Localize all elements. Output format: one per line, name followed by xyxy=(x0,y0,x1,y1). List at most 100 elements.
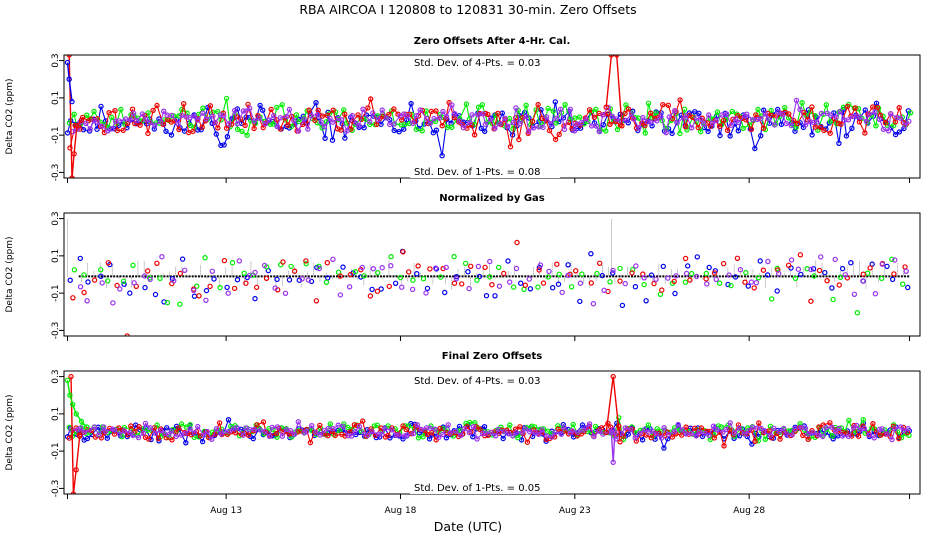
data-point xyxy=(396,432,402,438)
data-point xyxy=(373,121,380,128)
data-point xyxy=(420,434,426,440)
data-point xyxy=(215,125,221,131)
data-point xyxy=(653,110,659,116)
data-point xyxy=(217,284,223,291)
baseline-marker xyxy=(769,275,772,278)
data-point xyxy=(742,279,748,285)
x-tick-label: Aug 13 xyxy=(210,506,242,516)
data-point xyxy=(512,426,519,432)
data-point xyxy=(351,422,358,428)
baseline-marker xyxy=(163,275,166,278)
data-point xyxy=(137,122,143,128)
data-point xyxy=(513,105,519,111)
data-point xyxy=(521,286,527,293)
data-point xyxy=(792,275,799,282)
spike-point xyxy=(64,377,71,383)
data-point xyxy=(112,107,118,114)
data-point xyxy=(902,122,908,128)
annotation-bg xyxy=(410,56,560,69)
data-point xyxy=(438,274,444,280)
baseline-marker xyxy=(725,275,728,278)
baseline-marker xyxy=(128,275,131,278)
data-point xyxy=(384,115,390,121)
baseline-marker xyxy=(816,275,819,278)
data-point xyxy=(164,299,171,306)
baseline-marker xyxy=(856,275,859,278)
baseline-marker xyxy=(445,275,448,278)
data-point xyxy=(353,120,359,126)
data-point xyxy=(536,431,542,437)
data-point xyxy=(619,302,626,309)
data-point xyxy=(410,277,416,283)
baseline-marker xyxy=(464,275,467,278)
data-point xyxy=(203,116,210,122)
data-point xyxy=(99,280,105,286)
data-point xyxy=(531,424,538,430)
data-point xyxy=(616,415,622,421)
baseline-marker xyxy=(223,275,226,278)
data-point xyxy=(319,113,326,119)
data-point xyxy=(757,258,763,264)
baseline-marker xyxy=(169,275,172,278)
data-point xyxy=(837,108,843,115)
data-point xyxy=(727,133,733,139)
data-point xyxy=(251,125,257,132)
data-point xyxy=(404,113,410,119)
baseline-marker xyxy=(132,275,135,278)
data-point xyxy=(892,426,898,432)
data-point xyxy=(140,430,146,436)
baseline-marker xyxy=(791,275,794,278)
data-point xyxy=(810,430,817,436)
data-point xyxy=(175,425,182,431)
data-point xyxy=(549,434,555,440)
data-point xyxy=(535,101,541,108)
data-point xyxy=(809,132,815,138)
data-point xyxy=(218,142,224,149)
baseline-marker xyxy=(345,275,348,278)
data-point xyxy=(630,266,636,273)
data-point xyxy=(788,257,795,263)
y-tick-label: 0.1 xyxy=(51,91,61,105)
data-point xyxy=(523,113,529,120)
baseline-marker xyxy=(138,275,141,278)
data-point xyxy=(753,280,760,286)
data-point xyxy=(221,428,227,435)
baseline-marker xyxy=(587,275,590,278)
baseline-marker xyxy=(696,275,699,278)
data-point xyxy=(199,438,206,445)
data-point xyxy=(815,432,822,438)
data-point xyxy=(755,275,762,281)
data-point xyxy=(495,426,501,433)
data-point xyxy=(818,110,825,117)
data-point xyxy=(368,426,374,432)
data-point xyxy=(653,431,660,437)
data-point xyxy=(897,115,904,121)
data-point xyxy=(239,128,245,134)
baseline-marker xyxy=(323,275,326,278)
baseline-marker xyxy=(706,275,709,278)
data-point xyxy=(872,109,878,115)
data-point xyxy=(98,273,104,279)
data-point xyxy=(649,428,656,434)
baseline-marker xyxy=(88,275,91,278)
data-point xyxy=(863,118,870,125)
annotation-bg xyxy=(410,481,560,494)
data-point xyxy=(555,423,561,429)
spike-point xyxy=(603,104,609,110)
series-purple xyxy=(68,419,911,443)
data-point xyxy=(771,122,778,128)
data-point xyxy=(657,291,664,297)
figure-title: RBA AIRCOA I 120808 to 120831 30-min. Ze… xyxy=(299,2,636,17)
data-point xyxy=(433,127,440,133)
baseline-marker xyxy=(900,275,903,278)
data-point xyxy=(798,271,804,278)
data-point xyxy=(700,121,707,127)
data-point xyxy=(105,128,111,134)
baseline-marker xyxy=(860,275,863,278)
data-point xyxy=(66,435,73,441)
baseline-marker xyxy=(298,275,301,278)
data-point xyxy=(642,122,648,129)
data-point xyxy=(342,111,348,117)
data-point xyxy=(555,281,562,287)
data-point xyxy=(648,272,655,278)
